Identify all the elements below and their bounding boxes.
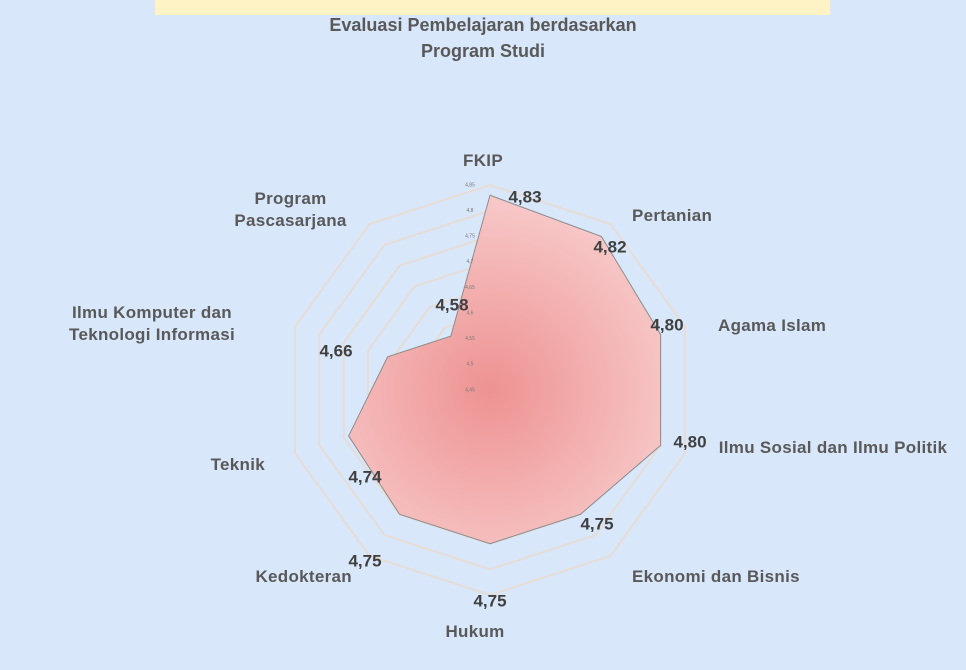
r-tick-label: 4,65 <box>465 285 475 291</box>
value-label: 4,83 <box>508 187 541 206</box>
r-tick-label: 4,8 <box>467 208 474 214</box>
value-label: 4,82 <box>593 237 626 256</box>
category-label: Ilmu Sosial dan Ilmu Politik <box>718 438 948 457</box>
category-label: Ilmu Komputer dan Teknologi Informasi <box>69 303 235 344</box>
category-label: Agama Islam <box>718 316 827 335</box>
value-label: 4,75 <box>473 591 506 610</box>
category-label: Pertanian <box>632 206 713 225</box>
value-label: 4,80 <box>673 432 706 451</box>
value-label: 4,66 <box>319 341 352 360</box>
top-bar <box>155 0 830 15</box>
value-label: 4,80 <box>650 315 683 334</box>
r-tick-label: 4,5 <box>467 362 474 368</box>
radar-area <box>348 194 662 545</box>
r-tick-label: 4,85 <box>465 182 475 188</box>
category-label: Ekonomi dan Bisnis <box>632 567 800 586</box>
category-label: Program Pascasarjana <box>234 189 347 230</box>
r-tick-label: 4,75 <box>465 234 475 240</box>
value-label: 4,74 <box>348 467 382 486</box>
r-tick-label: 4,6 <box>467 310 474 316</box>
grid-ring <box>294 183 686 597</box>
value-label: 4,75 <box>348 551 381 570</box>
category-label: Kedokteran <box>255 567 352 586</box>
value-label: 4,75 <box>580 514 613 533</box>
category-label: Teknik <box>210 455 265 474</box>
r-tick-label: 4,7 <box>467 259 474 265</box>
r-tick-label: 4,45 <box>465 387 475 393</box>
category-label: Hukum <box>445 622 505 641</box>
r-tick-label: 4,55 <box>465 336 475 342</box>
chart-title: Evaluasi Pembelajaran berdasarkan Progra… <box>329 15 637 61</box>
value-label: 4,58 <box>435 295 468 314</box>
category-label: FKIP <box>463 151 503 170</box>
